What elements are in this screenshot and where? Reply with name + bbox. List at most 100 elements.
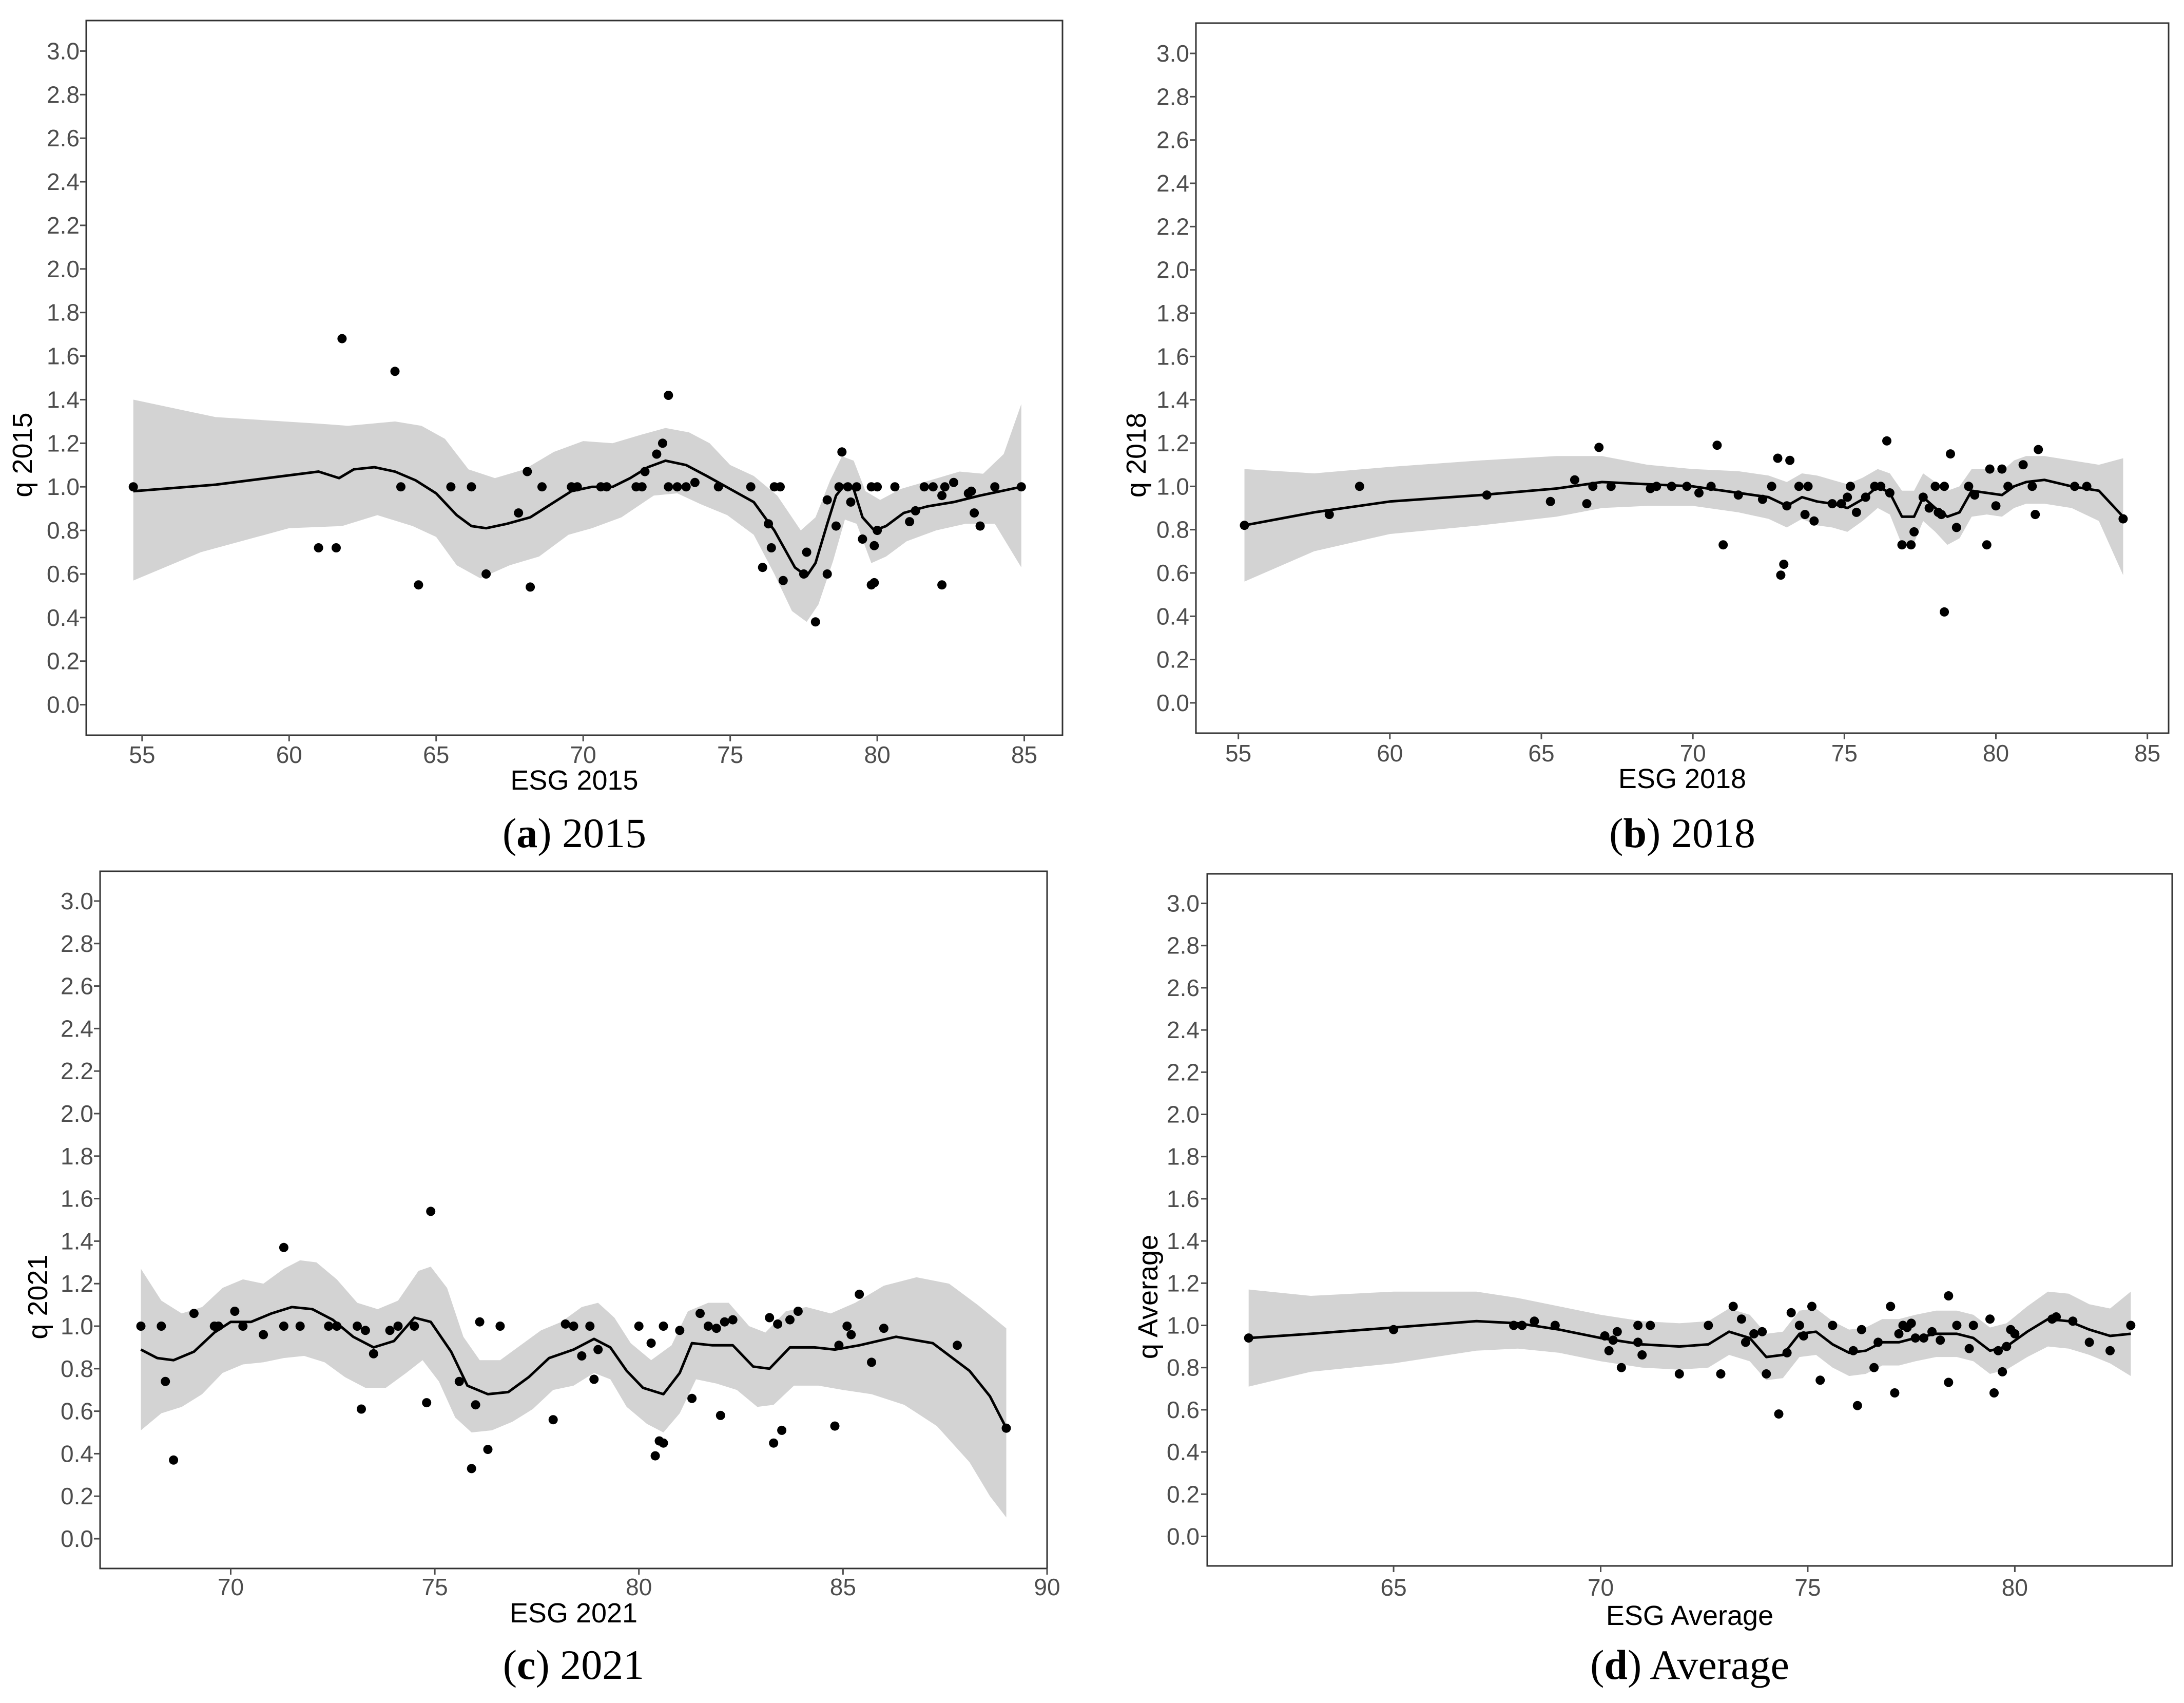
data-point <box>589 1374 599 1384</box>
data-point <box>1712 441 1722 450</box>
x-tick-label: 80 <box>864 741 890 768</box>
y-tick-label: 2.2 <box>1167 1059 1200 1085</box>
y-tick-label: 0.6 <box>47 561 80 587</box>
data-point <box>1633 1321 1643 1330</box>
x-tick-label: 60 <box>276 741 302 768</box>
caption-paren-close: ) <box>1647 810 1671 856</box>
data-point <box>369 1349 378 1358</box>
y-tick-label: 1.4 <box>1167 1228 1200 1254</box>
y-tick-label: 2.0 <box>61 1100 93 1127</box>
data-point <box>467 482 476 492</box>
data-point <box>446 482 456 492</box>
y-tick-label: 1.0 <box>1156 473 1189 500</box>
smooth-fit-line <box>140 1306 1008 1429</box>
data-point <box>846 1330 856 1340</box>
data-point <box>169 1455 179 1465</box>
y-tick-label: 3.0 <box>1156 40 1189 67</box>
y-axis-title: q 2021 <box>23 1254 53 1339</box>
data-point <box>1594 443 1604 452</box>
data-point <box>1582 499 1592 509</box>
data-point <box>2031 510 2040 520</box>
data-point <box>928 482 938 492</box>
data-point <box>1785 455 1795 465</box>
y-tick-label: 0.4 <box>61 1440 93 1467</box>
y-tick-label: 0.2 <box>61 1483 93 1509</box>
y-tick-label: 0.6 <box>1167 1396 1200 1423</box>
data-point <box>793 1307 803 1316</box>
data-point <box>259 1330 268 1340</box>
y-tick-label: 0.8 <box>47 517 80 544</box>
data-point <box>802 547 811 557</box>
y-tick-label: 1.0 <box>47 473 80 500</box>
confidence-band <box>133 399 1021 622</box>
y-tick-label: 0.4 <box>1167 1439 1200 1465</box>
chart-panel-b: 0.0 0.2 0.4 0.6 0.8 1.0 1.2 1.4 1.6 1.8 2.0 2.2 2.4 2… <box>1121 22 2170 856</box>
data-point <box>728 1315 738 1325</box>
x-tick-label: 65 <box>1528 740 1554 767</box>
y-axis-title: q 2015 <box>7 412 38 497</box>
data-point <box>1716 1369 1726 1379</box>
data-point <box>687 1393 697 1403</box>
data-point <box>1728 1302 1738 1311</box>
data-point <box>1894 1329 1904 1338</box>
data-point <box>855 1289 864 1299</box>
data-point <box>867 1357 876 1367</box>
data-point <box>637 482 647 492</box>
caption-text: Average <box>1650 1641 1789 1688</box>
data-point <box>157 1322 166 1331</box>
y-tick-label: 2.0 <box>1167 1101 1200 1128</box>
caption-paren-close: ) <box>537 810 562 856</box>
x-tick-label: 80 <box>626 1574 652 1600</box>
data-point <box>523 467 532 476</box>
data-point <box>324 1322 334 1331</box>
data-point <box>1944 1377 1954 1387</box>
data-point <box>776 482 785 492</box>
data-point <box>1741 1337 1750 1347</box>
y-tick-label: 2.4 <box>1156 170 1189 197</box>
data-point <box>360 1326 370 1335</box>
x-tick-label: 60 <box>1377 740 1403 767</box>
chart-panel-d: 0.0 0.2 0.4 0.6 0.8 1.0 1.2 1.4 1.6 1.8 2.0 2.2 2.4 2… <box>1133 873 2173 1688</box>
caption-paren-close: ) <box>1628 1641 1650 1688</box>
data-point <box>548 1415 558 1425</box>
data-point <box>136 1322 146 1331</box>
data-point <box>483 1445 493 1455</box>
caption-letter: c <box>517 1641 535 1688</box>
data-point <box>495 1322 505 1331</box>
caption-paren-close: ) <box>535 1641 560 1688</box>
data-point <box>1774 1409 1784 1419</box>
data-point <box>1800 510 1810 520</box>
data-point <box>1940 607 1949 617</box>
data-point <box>1355 482 1364 491</box>
y-tick-label: 2.8 <box>61 930 93 957</box>
x-axis-title: ESG Average <box>1606 1600 1773 1631</box>
caption-letter: a <box>516 810 537 856</box>
data-point <box>390 367 400 376</box>
data-point <box>2010 1329 2020 1338</box>
caption-paren-open: ( <box>1590 1641 1604 1688</box>
data-point <box>1985 464 1995 474</box>
y-tick-label: 1.4 <box>61 1228 93 1254</box>
data-point <box>514 508 524 518</box>
data-point <box>314 543 323 552</box>
x-tick-label: 75 <box>717 741 743 768</box>
x-tick-label: 75 <box>1831 740 1858 767</box>
data-point <box>2027 482 2037 491</box>
data-point <box>2018 460 2028 470</box>
data-point <box>1779 560 1789 569</box>
data-point <box>758 563 767 572</box>
y-tick-label: 1.2 <box>61 1270 93 1297</box>
data-point <box>1951 523 1961 532</box>
data-point <box>822 495 832 505</box>
y-tick-label: 1.2 <box>47 430 80 456</box>
data-point <box>1936 1335 1945 1345</box>
data-point <box>337 334 347 343</box>
data-point <box>879 1324 888 1333</box>
y-tick-label: 2.8 <box>1167 932 1200 959</box>
data-point <box>467 1464 476 1474</box>
data-point <box>537 482 547 492</box>
y-tick-label: 0.2 <box>1167 1481 1200 1507</box>
data-point <box>1869 1363 1879 1372</box>
data-point <box>766 543 776 552</box>
y-tick-label: 1.4 <box>47 386 80 413</box>
